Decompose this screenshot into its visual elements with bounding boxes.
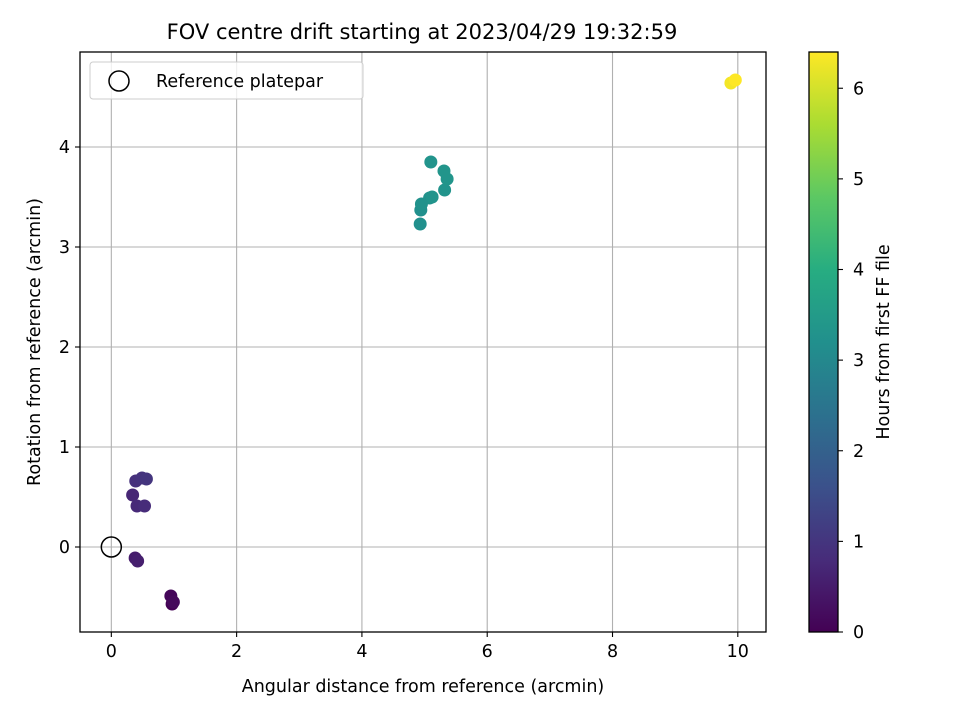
x-tick-label: 6 [482, 642, 493, 662]
x-tick-label: 0 [106, 642, 117, 662]
data-point [728, 73, 742, 87]
data-point [437, 164, 451, 178]
data-point [424, 155, 438, 169]
colorbar: 0 1 2 3 4 5 6 Hours from first FF file [808, 51, 894, 643]
colorbar-tick-label: 2 [853, 442, 864, 462]
legend-marker-icon [108, 70, 130, 92]
x-axis-ticks: 0 2 4 6 8 10 [106, 632, 749, 662]
data-point [139, 472, 153, 486]
x-tick-label: 4 [356, 642, 367, 662]
colorbar-tick-label: 3 [853, 351, 864, 371]
colorbar-label: Hours from first FF file [874, 244, 894, 439]
x-tick-label: 10 [727, 642, 749, 662]
legend: Reference platepar [89, 61, 364, 100]
y-tick-label: 0 [59, 538, 70, 558]
colorbar-tick-label: 0 [853, 623, 864, 643]
colorbar-tick-label: 4 [853, 261, 864, 281]
y-axis-label: Rotation from reference (arcmin) [25, 198, 45, 486]
reference-platepar-marker [100, 536, 123, 558]
y-tick-label: 3 [59, 238, 70, 258]
data-points [126, 73, 742, 611]
data-point [166, 595, 180, 609]
y-tick-label: 2 [59, 338, 70, 358]
data-point [131, 554, 145, 568]
data-point [413, 217, 427, 231]
legend-label: Reference platepar [156, 72, 324, 92]
reference-marker-layer [100, 536, 123, 558]
x-tick-label: 8 [607, 642, 618, 662]
colorbar-tick-label: 1 [853, 532, 864, 552]
data-point [425, 190, 439, 204]
data-point [438, 183, 452, 197]
data-point [126, 488, 140, 502]
colorbar-tick-label: 6 [853, 79, 864, 99]
colorbar-tick-label: 5 [853, 170, 864, 190]
plot-frame [79, 51, 767, 633]
chart-title: FOV centre drift starting at 2023/04/29 … [167, 20, 678, 44]
data-point [138, 499, 152, 513]
x-axis-label: Angular distance from reference (arcmin) [242, 677, 605, 697]
colorbar-ticks: 0 1 2 3 4 5 6 [838, 79, 864, 643]
y-tick-label: 4 [59, 138, 70, 158]
colorbar-gradient [808, 51, 839, 633]
x-tick-label: 2 [231, 642, 242, 662]
y-axis-ticks: 0 1 2 3 4 [59, 138, 80, 558]
legend-box [89, 61, 364, 100]
grid-lines [80, 52, 766, 632]
y-tick-label: 1 [59, 438, 70, 458]
